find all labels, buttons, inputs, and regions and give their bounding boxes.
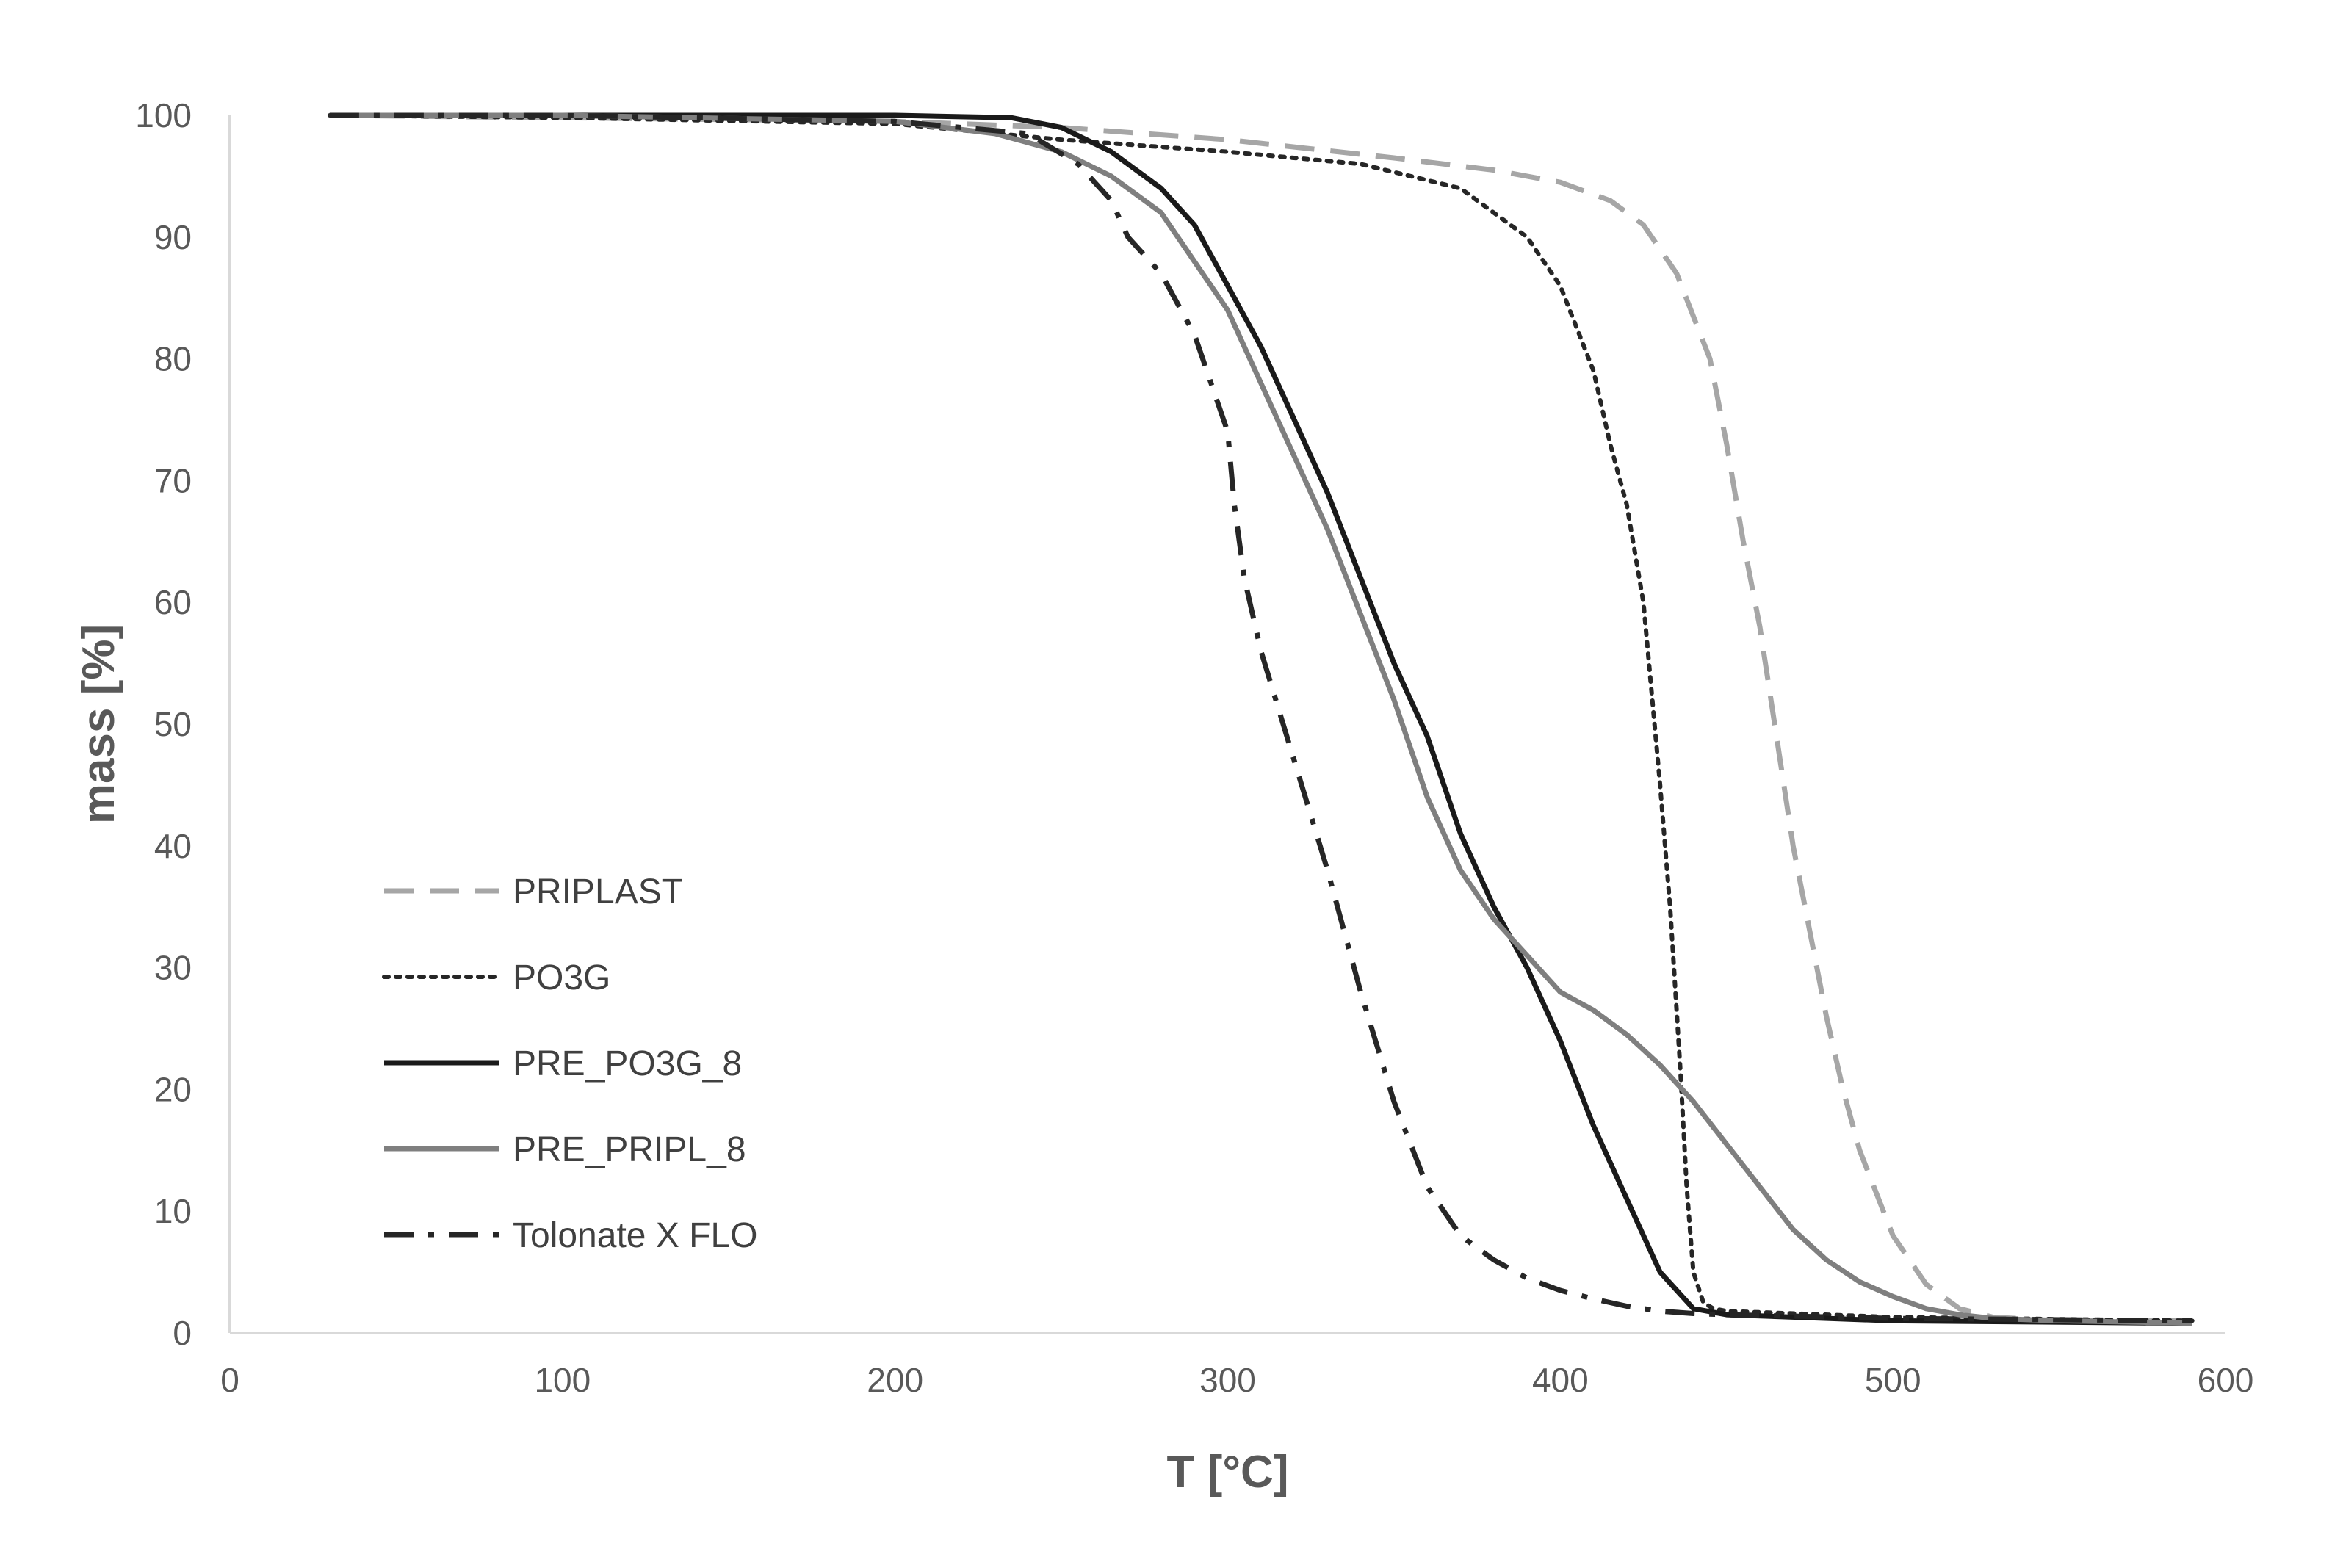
legend-label-priplast: PRIPLAST bbox=[513, 872, 683, 911]
x-tick-label-200: 200 bbox=[867, 1361, 923, 1399]
series-line-priplast bbox=[329, 112, 2192, 1323]
x-tick-label-0: 0 bbox=[220, 1361, 239, 1399]
x-axis-title: T [°C] bbox=[1167, 1447, 1289, 1497]
y-tick-label-40: 40 bbox=[154, 827, 192, 865]
series-line-tolonate-x-flo bbox=[329, 112, 2192, 1323]
legend-label-tolonate-x-flo: Tolonate X FLO bbox=[513, 1216, 758, 1255]
y-tick-label-80: 80 bbox=[154, 340, 192, 378]
y-tick-labels: 0 10 20 30 40 50 60 70 80 90 100 bbox=[135, 96, 192, 1352]
legend-label-pre-po3g-8: PRE_PO3G_8 bbox=[513, 1044, 742, 1083]
legend: PRIPLAST PO3G PRE_PO3G_8 PRE_PRIPL_8 Tolonat… bbox=[382, 872, 758, 1255]
x-tick-label-300: 300 bbox=[1199, 1361, 1256, 1399]
x-tick-label-100: 100 bbox=[534, 1361, 591, 1399]
x-tick-label-600: 600 bbox=[2198, 1361, 2254, 1399]
x-tick-labels: 0 100 200 300 400 500 600 bbox=[220, 1361, 2253, 1399]
series-line-po3g bbox=[327, 113, 2195, 1323]
y-tick-label-10: 10 bbox=[154, 1192, 192, 1230]
series-line-pre-pripl-8 bbox=[329, 112, 2192, 1326]
y-tick-label-90: 90 bbox=[154, 218, 192, 256]
axes bbox=[228, 115, 2225, 1334]
y-tick-label-100: 100 bbox=[135, 96, 192, 134]
y-axis-title: mass [%] bbox=[73, 624, 124, 824]
y-tick-label-20: 20 bbox=[154, 1070, 192, 1108]
legend-label-pre-pripl-8: PRE_PRIPL_8 bbox=[513, 1130, 746, 1169]
y-tick-label-30: 30 bbox=[154, 949, 192, 987]
series-line-pre-po3g-8 bbox=[329, 112, 2192, 1326]
x-tick-label-400: 400 bbox=[1532, 1361, 1589, 1399]
y-tick-label-0: 0 bbox=[173, 1314, 192, 1352]
series-lines bbox=[327, 112, 2195, 1326]
y-tick-label-50: 50 bbox=[154, 705, 192, 743]
y-tick-label-70: 70 bbox=[154, 461, 192, 499]
x-tick-label-500: 500 bbox=[1865, 1361, 1921, 1399]
legend-label-po3g: PO3G bbox=[513, 958, 610, 997]
y-tick-label-60: 60 bbox=[154, 583, 192, 621]
